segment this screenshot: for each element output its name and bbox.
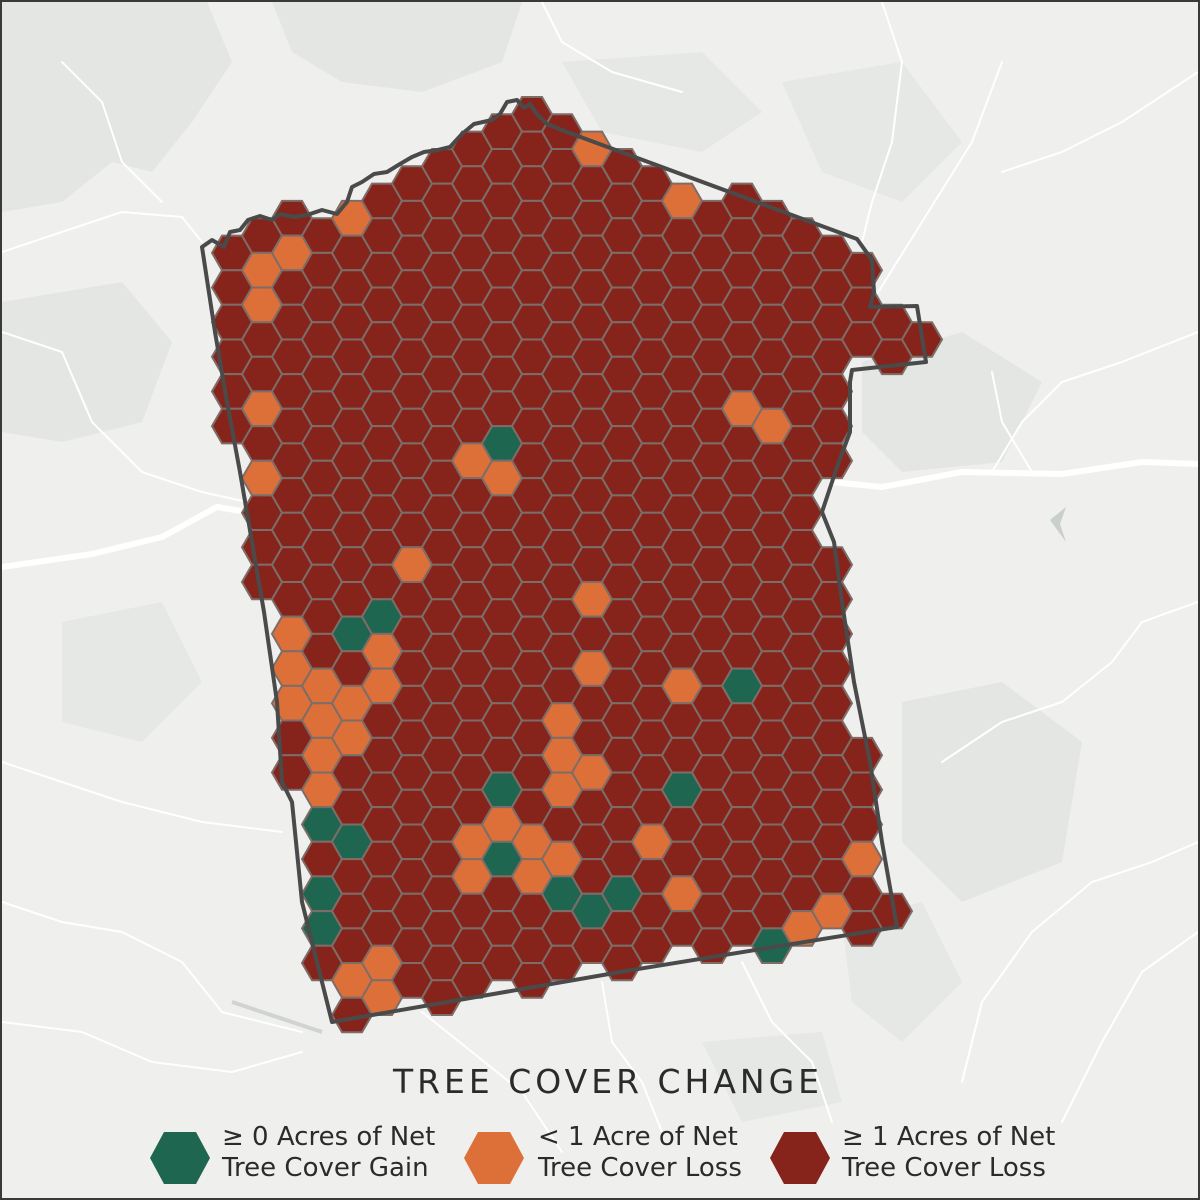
legend-swatch-large-loss [770,1132,830,1184]
land-patch [782,62,962,202]
hex-cell-large-loss [810,581,854,618]
legend-label-large-loss-line2: Tree Cover Loss [842,1153,1046,1183]
legend-label-small-loss: < 1 Acre of Net Tree Cover Loss [538,1122,798,1184]
legend-swatch-gain [150,1132,210,1184]
legend-label-gain: ≥ 0 Acres of Net Tree Cover Gain [222,1122,482,1184]
road [961,841,1198,1083]
river [231,1000,323,1034]
land-patch [272,2,522,92]
hex-cell-large-loss [840,736,884,774]
road [941,601,1198,763]
basemap [2,2,1198,1153]
road [2,901,303,1033]
hex-cell-small-loss [840,840,884,878]
land-patch [562,52,762,152]
road [2,1021,303,1073]
road [741,961,833,1123]
road [991,371,1033,473]
legend-label-small-loss-line2: Tree Cover Loss [538,1153,742,1183]
legend-label-gain-line2: Tree Cover Gain [222,1153,429,1183]
land-patch [702,1032,842,1122]
main-road [2,504,250,570]
road [2,211,203,253]
road [861,2,903,243]
road [421,1011,563,1153]
legend-title: TREE COVER CHANGE [392,1062,824,1101]
large-loss-hex-icon [770,1132,830,1184]
road [2,761,283,833]
land-patch [62,602,202,742]
land-patch [2,2,232,212]
legend-label-large-loss: ≥ 1 Acres of Net Tree Cover Loss [842,1122,1102,1184]
land-patch [902,682,1082,902]
road [2,331,248,503]
hex-cell-large-loss [780,494,824,531]
main-road [829,459,1198,490]
legend-label-gain-line1: ≥ 0 Acres of Net [222,1122,436,1152]
road [601,981,663,1133]
small-loss-hex-icon [464,1132,524,1184]
road [541,2,683,93]
hex-cell-large-loss [810,684,854,722]
legend-label-large-loss-line1: ≥ 1 Acres of Net [842,1122,1056,1152]
road [61,61,163,203]
hex-cell-large-loss [810,546,854,583]
hex-cell-large-loss [840,251,884,289]
hex-cell-large-loss [810,373,854,410]
hex-cell-large-loss [810,650,854,687]
county-boundary [200,98,928,1024]
gain-hex-icon [150,1132,210,1184]
hex-cell-large-loss [870,892,914,930]
road [1001,71,1198,173]
legend-swatch-small-loss [464,1132,524,1184]
hexbin-layer [210,96,944,1034]
land-patch [2,282,172,442]
legend-label-small-loss-line1: < 1 Acre of Net [538,1122,738,1152]
road [871,61,1003,303]
road [1061,931,1198,1123]
hex-cell-large-loss [810,442,854,480]
water-body [1050,507,1066,542]
